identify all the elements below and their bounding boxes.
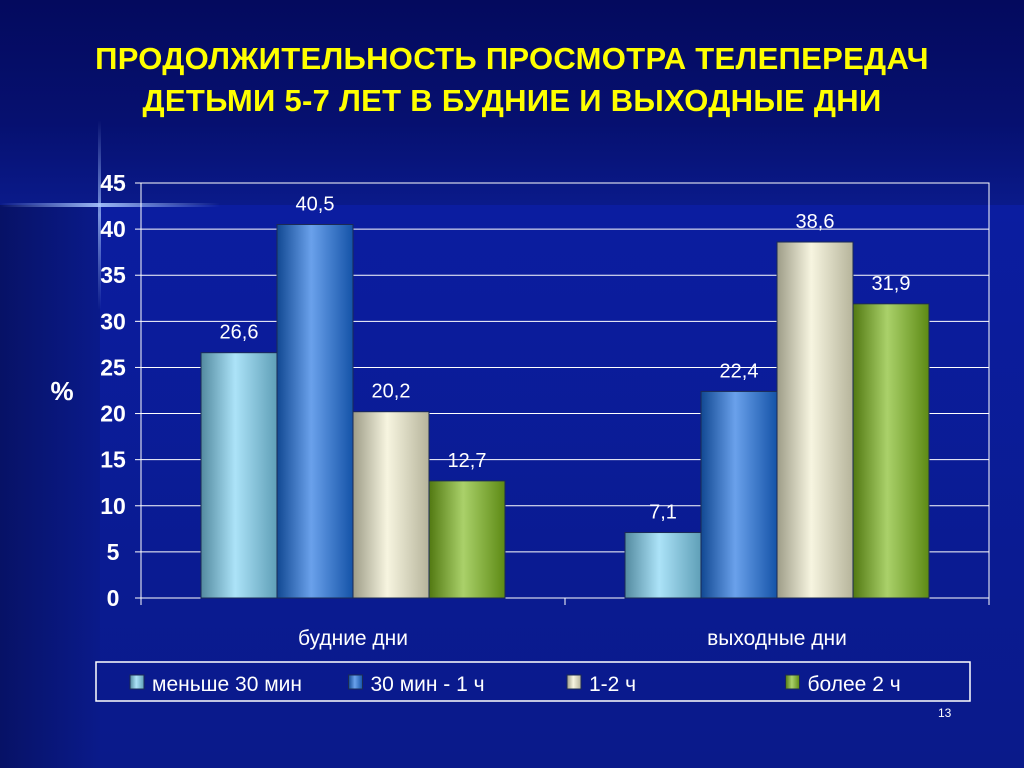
y-tick-label: 0 — [107, 585, 120, 611]
legend-box — [95, 661, 971, 702]
legend-label: 1-2 ч — [589, 673, 636, 696]
slide-background-left — [0, 205, 100, 768]
bar-data-label: 38,6 — [796, 211, 835, 233]
light-flare-vertical-decoration — [98, 120, 101, 310]
light-flare-decoration — [0, 203, 220, 207]
page-number: 13 — [938, 706, 952, 720]
bar — [624, 532, 702, 599]
slide-title: ПРОДОЛЖИТЕЛЬНОСТЬ ПРОСМОТРА ТЕЛЕПЕРЕДАЧ … — [20, 38, 1004, 122]
bar — [352, 411, 430, 599]
legend-label: меньше 30 мин — [152, 673, 302, 696]
bar-data-label: 26,6 — [220, 322, 259, 344]
y-tick-label: 45 — [100, 170, 126, 196]
y-axis-label: % — [50, 376, 73, 406]
y-tick-label: 25 — [100, 354, 126, 380]
legend-swatch — [566, 674, 582, 690]
bar — [776, 241, 854, 599]
slide-title-line-1: ПРОДОЛЖИТЕЛЬНОСТЬ ПРОСМОТРА ТЕЛЕПЕРЕДАЧ — [95, 41, 929, 76]
y-tick-label: 40 — [100, 216, 126, 242]
bar-data-label: 22,4 — [720, 360, 759, 382]
bar-data-label: 20,2 — [372, 381, 411, 403]
y-tick-label: 35 — [100, 262, 126, 288]
bar — [700, 390, 778, 599]
x-category-label: выходные дни — [707, 627, 847, 650]
legend-label: 30 мин - 1 ч — [371, 673, 485, 696]
bar — [428, 480, 506, 599]
bar-data-label: 31,9 — [872, 273, 911, 295]
legend-swatch — [785, 674, 800, 690]
legend-label: более 2 ч — [808, 673, 901, 696]
y-tick-label: 10 — [100, 493, 126, 519]
y-tick-label: 15 — [100, 447, 126, 473]
bar — [276, 224, 354, 599]
x-category-label: будние дни — [298, 627, 408, 650]
bar-data-label: 40,5 — [296, 194, 335, 216]
legend-swatch — [348, 674, 363, 690]
bar — [200, 352, 278, 599]
bar — [852, 303, 930, 599]
slide-title-line-2: ДЕТЬМИ 5-7 ЛЕТ В БУДНИЕ И ВЫХОДНЫЕ ДНИ — [142, 83, 882, 118]
legend-swatch — [129, 674, 145, 690]
y-tick-label: 30 — [100, 308, 126, 334]
bar-data-label: 7,1 — [649, 502, 677, 524]
bar-data-label: 12,7 — [448, 450, 487, 472]
slide-background-top — [0, 0, 1024, 205]
y-tick-label: 20 — [100, 401, 126, 427]
y-tick-label: 5 — [107, 539, 120, 565]
